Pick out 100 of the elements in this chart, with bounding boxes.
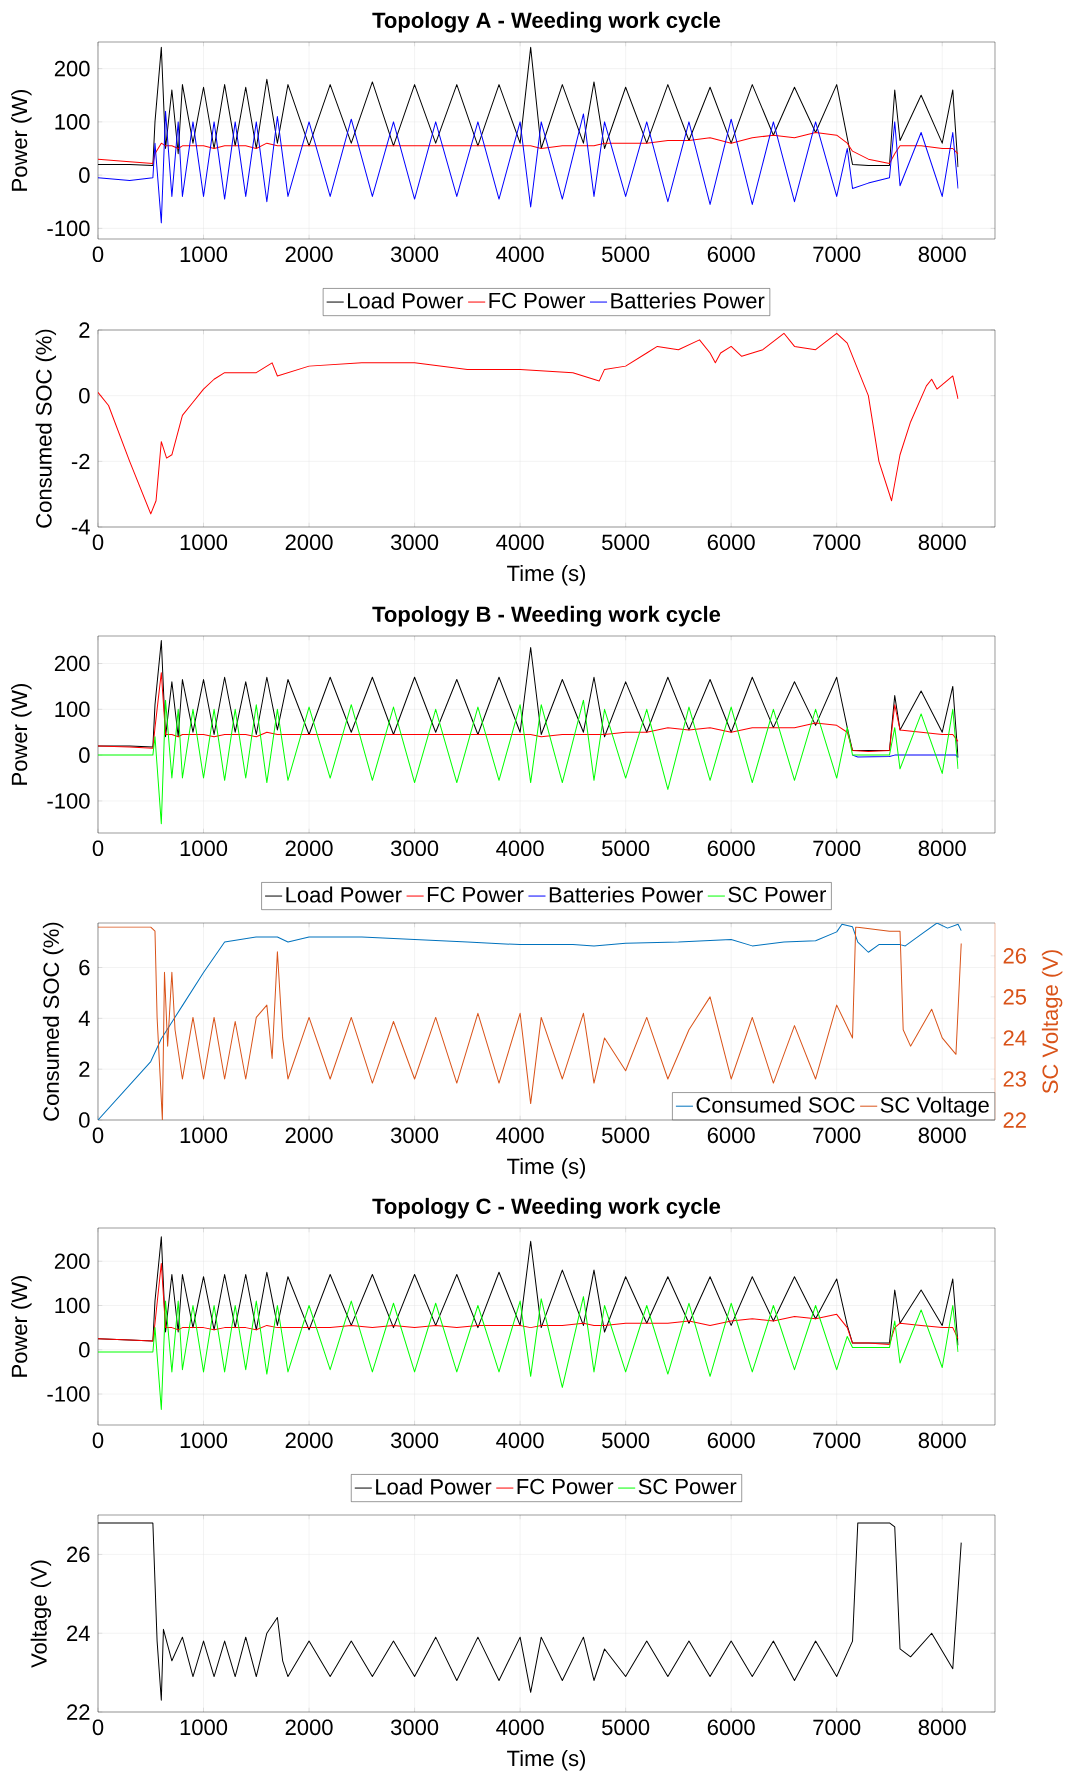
legend-label: Consumed SOC bbox=[696, 1096, 855, 1113]
x-tick-label: 8000 bbox=[918, 246, 966, 263]
x-tick-label: 2000 bbox=[285, 1127, 333, 1144]
x-tick-label: 3000 bbox=[390, 840, 439, 857]
x-tick-label: 1000 bbox=[180, 534, 228, 551]
chart-title: Topology A - Weeding work cycle bbox=[372, 11, 721, 33]
x-tick-label: 4000 bbox=[496, 1127, 544, 1144]
x-tick-label: 6000 bbox=[707, 534, 755, 551]
x-tick-label: 2000 bbox=[285, 840, 333, 857]
x-tick-label: 6000 bbox=[707, 840, 755, 857]
x-tick-label: 3000 bbox=[390, 1432, 439, 1449]
y-tick-label: 0 bbox=[79, 747, 90, 763]
y-tick-label: 200 bbox=[54, 655, 90, 672]
y-tick-label: -100 bbox=[47, 793, 90, 809]
y2-tick-label: 25 bbox=[1003, 989, 1027, 1005]
x-tick-label: 4000 bbox=[496, 1432, 544, 1449]
x-tick-label: 1000 bbox=[180, 1127, 228, 1144]
x-tick-label: 4000 bbox=[496, 246, 544, 263]
legend-label: Load Power bbox=[348, 292, 464, 309]
x-tick-label: 1000 bbox=[180, 1432, 228, 1449]
legend-label: Batteries Power bbox=[549, 886, 703, 903]
chart-title: Topology B - Weeding work cycle bbox=[372, 605, 721, 627]
y2-tick-label: 26 bbox=[1003, 948, 1027, 964]
y-tick-label: 24 bbox=[67, 1625, 90, 1641]
x-tick-label: 8000 bbox=[918, 1432, 966, 1449]
x-tick-label: 2000 bbox=[285, 246, 333, 263]
x-tick-label: 2000 bbox=[285, 534, 333, 551]
y-axis-title: Power (W) bbox=[11, 1275, 32, 1377]
y-axis-title: Power (W) bbox=[11, 89, 32, 191]
y-tick-label: 100 bbox=[55, 701, 90, 718]
x-tick-label: 7000 bbox=[813, 1719, 861, 1736]
y2-axis-title: SC Voltage (V) bbox=[1041, 950, 1063, 1094]
x-tick-label: 5000 bbox=[602, 246, 650, 263]
x-tick-label: 3000 bbox=[390, 1127, 439, 1144]
x-tick-label: 5000 bbox=[602, 534, 650, 551]
x-tick-label: 0 bbox=[92, 840, 104, 857]
y-tick-label: 100 bbox=[55, 114, 90, 130]
x-tick-label: 8000 bbox=[918, 1719, 966, 1736]
chart-title: Topology C - Weeding work cycle bbox=[372, 1197, 721, 1219]
legend-label: Load Power bbox=[376, 1478, 492, 1495]
y-tick-label: 6 bbox=[79, 959, 90, 976]
legend-label: SC Power bbox=[638, 1478, 737, 1495]
y2-tick-label: 24 bbox=[1003, 1030, 1027, 1046]
y2-tick-label: 22 bbox=[1003, 1112, 1026, 1128]
x-tick-label: 4000 bbox=[496, 840, 544, 857]
legend-label: FC Power bbox=[427, 886, 524, 903]
legend-label: FC Power bbox=[517, 1478, 614, 1495]
y-tick-label: -2 bbox=[71, 453, 90, 470]
y-tick-label: -4 bbox=[71, 519, 90, 535]
x-tick-label: 7000 bbox=[813, 1127, 861, 1144]
legend-label: Load Power bbox=[286, 886, 402, 903]
x-tick-label: 0 bbox=[92, 246, 104, 263]
x-tick-label: 3000 bbox=[390, 246, 439, 263]
x-tick-label: 4000 bbox=[496, 1719, 544, 1736]
x-tick-label: 1000 bbox=[180, 1719, 228, 1736]
y-tick-label: 0 bbox=[79, 1112, 90, 1128]
x-tick-label: 7000 bbox=[813, 1432, 861, 1449]
line-series bbox=[98, 332, 959, 515]
x-tick-label: 8000 bbox=[918, 840, 966, 857]
x-tick-label: 0 bbox=[92, 1719, 104, 1736]
y-tick-label: -100 bbox=[47, 220, 90, 237]
y-tick-label: 2 bbox=[79, 322, 90, 338]
y-tick-label: 26 bbox=[67, 1546, 90, 1563]
x-tick-label: 0 bbox=[92, 534, 104, 551]
x-tick-label: 0 bbox=[92, 1432, 104, 1449]
y-axis-title: Consumed SOC (%) bbox=[42, 922, 64, 1121]
y-tick-label: 0 bbox=[79, 387, 90, 404]
y-tick-label: 0 bbox=[79, 167, 90, 183]
x-tick-label: 7000 bbox=[813, 840, 861, 857]
y-tick-label: -100 bbox=[47, 1386, 90, 1402]
line-series bbox=[98, 110, 959, 224]
x-tick-label: 2000 bbox=[285, 1432, 333, 1449]
x-tick-label: 3000 bbox=[390, 1719, 439, 1736]
x-tick-label: 5000 bbox=[602, 1719, 650, 1736]
x-tick-label: 6000 bbox=[707, 1127, 755, 1144]
x-tick-label: 7000 bbox=[813, 534, 861, 551]
x-tick-label: 8000 bbox=[918, 1127, 966, 1144]
x-axis-title: Time (s) bbox=[507, 1157, 586, 1179]
x-tick-label: 4000 bbox=[496, 534, 544, 551]
y-axis-title: Power (W) bbox=[11, 683, 32, 785]
x-tick-label: 3000 bbox=[390, 534, 439, 551]
y-tick-label: 4 bbox=[78, 1010, 90, 1026]
x-axis-title: Time (s) bbox=[507, 1749, 586, 1771]
y-tick-label: 200 bbox=[54, 60, 90, 77]
y-tick-label: 2 bbox=[79, 1061, 90, 1077]
x-tick-label: 1000 bbox=[180, 246, 228, 263]
y-tick-label: 100 bbox=[55, 1297, 90, 1314]
legend-label: Batteries Power bbox=[611, 292, 765, 309]
y-tick-label: 0 bbox=[79, 1341, 90, 1358]
y-axis-title: Voltage (V) bbox=[30, 1560, 52, 1668]
x-tick-label: 8000 bbox=[918, 534, 966, 551]
y-tick-label: 22 bbox=[67, 1704, 90, 1720]
x-tick-label: 2000 bbox=[285, 1719, 333, 1736]
x-tick-label: 5000 bbox=[602, 1127, 650, 1144]
x-tick-label: 7000 bbox=[813, 246, 861, 263]
y2-tick-label: 23 bbox=[1003, 1071, 1027, 1087]
x-tick-label: 6000 bbox=[707, 1719, 755, 1736]
x-tick-label: 6000 bbox=[707, 246, 755, 263]
x-tick-label: 1000 bbox=[180, 840, 228, 857]
legend-label: SC Power bbox=[728, 886, 826, 903]
